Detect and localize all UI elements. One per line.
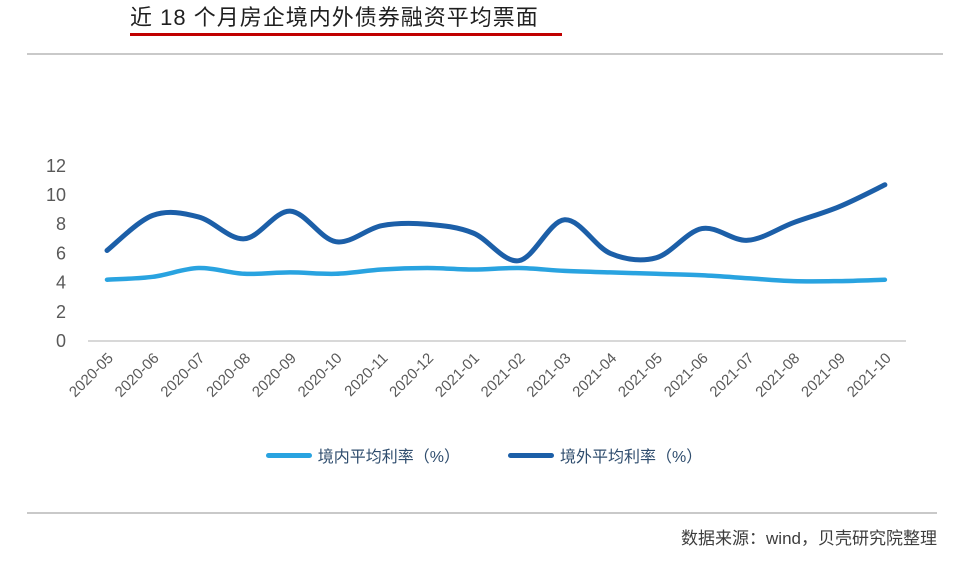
overseas-rate-line [104, 182, 888, 264]
legend-label-domestic: 境内平均利率（%） [317, 449, 460, 466]
y-tick-label: 6 [56, 243, 66, 263]
x-tick-label: 2021-09 [798, 350, 849, 401]
x-tick-label: 2020-10 [295, 350, 346, 401]
y-tick-label: 0 [56, 331, 66, 351]
top-divider [27, 53, 943, 55]
x-tick-label: 2020-06 [112, 350, 163, 401]
overseas-line-swatch [508, 452, 554, 458]
x-tick-label: 2020-12 [386, 350, 437, 401]
x-tick-label: 2020-07 [157, 350, 208, 401]
x-tick-label: 2021-07 [706, 350, 757, 401]
x-tick-label: 2021-03 [523, 350, 574, 401]
domestic-rate-line [104, 265, 888, 284]
x-tick-label: 2020-05 [66, 350, 117, 401]
y-tick-label: 4 [56, 273, 66, 293]
y-tick-label: 10 [46, 185, 66, 205]
legend-item-domestic: 境内平均利率（%） [265, 443, 460, 467]
x-tick-label: 2021-05 [615, 350, 666, 401]
chart-title: 近 18 个月房企境内外债券融资平均票面 [130, 5, 539, 30]
x-tick-label: 2020-09 [249, 350, 300, 401]
y-tick-label: 2 [56, 302, 66, 322]
x-tick-label: 2021-01 [432, 350, 483, 401]
x-tick-label: 2021-10 [844, 350, 895, 401]
legend-label-overseas: 境外平均利率（%） [560, 449, 703, 466]
x-tick-label: 2020-11 [341, 350, 391, 400]
x-tick-label: 2021-02 [478, 350, 529, 401]
x-tick-label: 2021-06 [661, 350, 712, 401]
legend: 境内平均利率（%） 境外平均利率（%） [0, 443, 968, 467]
data-source: 数据来源：wind，贝壳研究院整理 [681, 529, 937, 548]
y-tick-label: 12 [46, 156, 66, 176]
bottom-divider [27, 512, 937, 514]
y-tick-label: 8 [56, 214, 66, 234]
title-underline [130, 33, 562, 36]
x-tick-label: 2020-08 [203, 350, 254, 401]
domestic-line-swatch [265, 452, 312, 458]
legend-item-overseas: 境外平均利率（%） [508, 443, 702, 467]
x-tick-label: 2021-04 [569, 350, 620, 401]
x-tick-label: 2021-08 [752, 350, 803, 401]
